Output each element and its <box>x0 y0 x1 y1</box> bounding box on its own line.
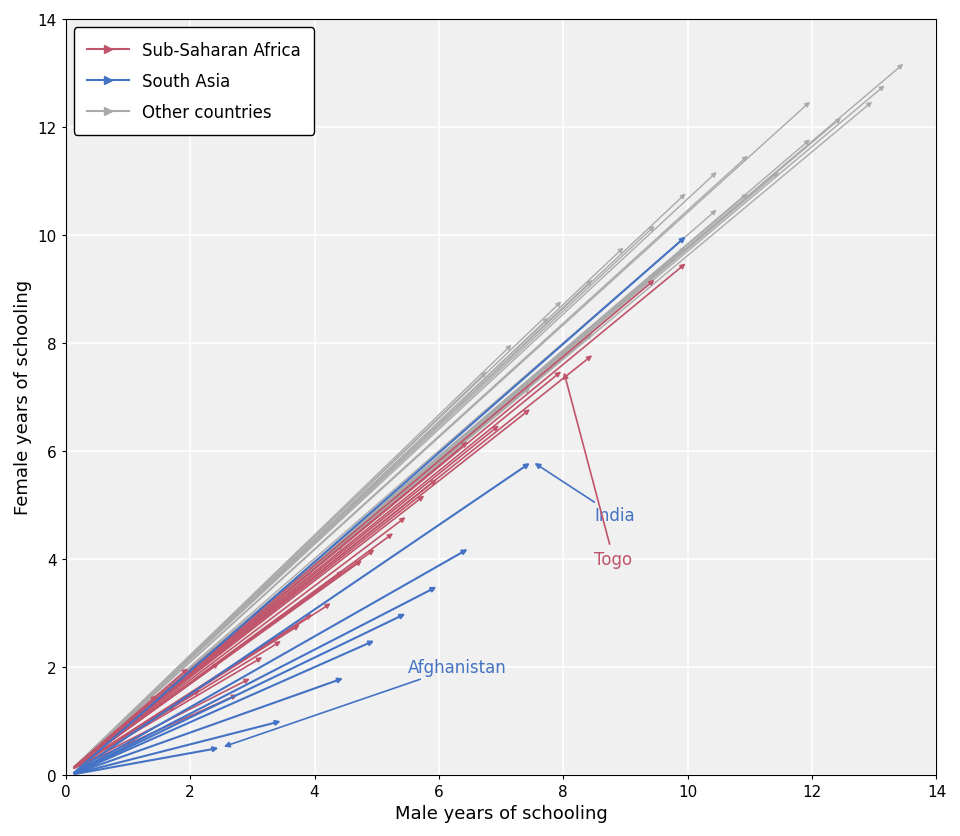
Y-axis label: Female years of schooling: Female years of schooling <box>13 280 32 515</box>
Text: India: India <box>536 465 635 525</box>
Legend: Sub-Saharan Africa, South Asia, Other countries: Sub-Saharan Africa, South Asia, Other co… <box>74 28 315 135</box>
X-axis label: Male years of schooling: Male years of schooling <box>395 804 608 822</box>
Text: Togo: Togo <box>564 375 633 568</box>
Text: Afghanistan: Afghanistan <box>226 658 507 747</box>
